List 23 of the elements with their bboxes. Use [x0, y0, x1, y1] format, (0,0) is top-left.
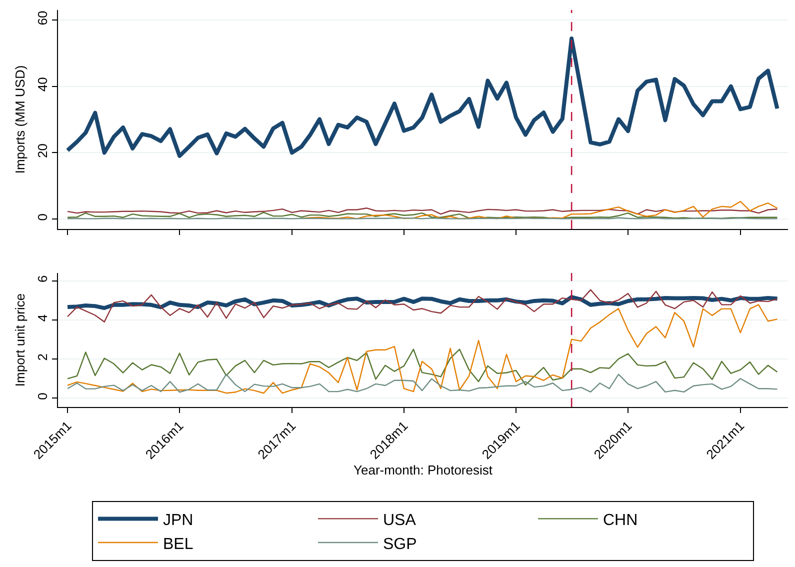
legend-label: BEL — [163, 536, 194, 553]
y-tick-label: 60 — [34, 10, 50, 26]
x-axis-title: Year-month: Photoresist — [354, 462, 493, 478]
line-series — [66, 304, 778, 394]
y-tick-label: 0 — [34, 392, 50, 400]
legend-label: SGP — [383, 536, 417, 553]
legend-label: CHN — [603, 512, 638, 529]
legend-label: JPN — [163, 512, 194, 529]
legend-label: USA — [383, 512, 416, 529]
y-tick-label: 40 — [34, 77, 50, 92]
y-tick-label: 20 — [34, 143, 50, 158]
line-series — [66, 374, 778, 393]
line-series — [66, 348, 778, 386]
y-tick-label: 6 — [34, 275, 50, 282]
line-series — [66, 289, 778, 323]
y-axis-title: Import unit price — [12, 293, 28, 387]
line-series — [300, 200, 778, 220]
y-tick-label: 4 — [34, 314, 50, 322]
line-series — [66, 36, 780, 158]
line-series — [66, 295, 780, 310]
y-axis-title: Imports (MM USD) — [12, 65, 28, 174]
y-tick-label: 2 — [34, 354, 50, 361]
y-tick-label: 0 — [34, 213, 50, 221]
